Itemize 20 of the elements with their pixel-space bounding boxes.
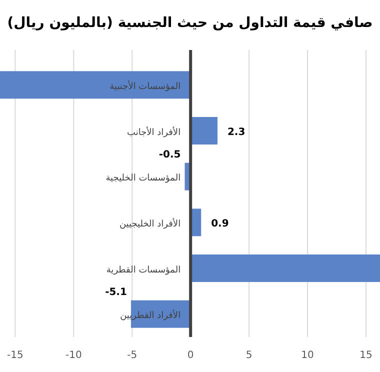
bar bbox=[190, 254, 380, 282]
y-tick-label: الأفراد الأجانب bbox=[127, 126, 181, 138]
x-tick-label: 0 bbox=[187, 350, 194, 361]
y-tick-label: الأفراد الخليجيين bbox=[119, 217, 181, 230]
bar bbox=[0, 71, 191, 99]
x-tick-label: 5 bbox=[246, 350, 252, 361]
chart-title: صافي قيمة التداول من حيث الجنسية (بالمليون ريال) bbox=[7, 15, 373, 31]
x-tick-label: -10 bbox=[65, 350, 82, 361]
data-label: -0.5 bbox=[158, 150, 181, 161]
data-label: 2.3 bbox=[227, 126, 246, 138]
y-tick-label: المؤسسات القطرية bbox=[106, 265, 181, 276]
y-tick-label: المؤسسات الأجنبية bbox=[110, 80, 181, 92]
data-label: 0.9 bbox=[211, 218, 229, 230]
bar bbox=[190, 117, 218, 144]
x-tick-label: 15 bbox=[360, 350, 372, 361]
data-label: -5.1 bbox=[105, 287, 127, 298]
x-tick-label: -5 bbox=[127, 350, 138, 361]
y-tick-label: المؤسسات الخليجية bbox=[106, 174, 181, 184]
x-tick-label: 10 bbox=[301, 350, 314, 361]
x-tick-label: -15 bbox=[7, 350, 24, 361]
